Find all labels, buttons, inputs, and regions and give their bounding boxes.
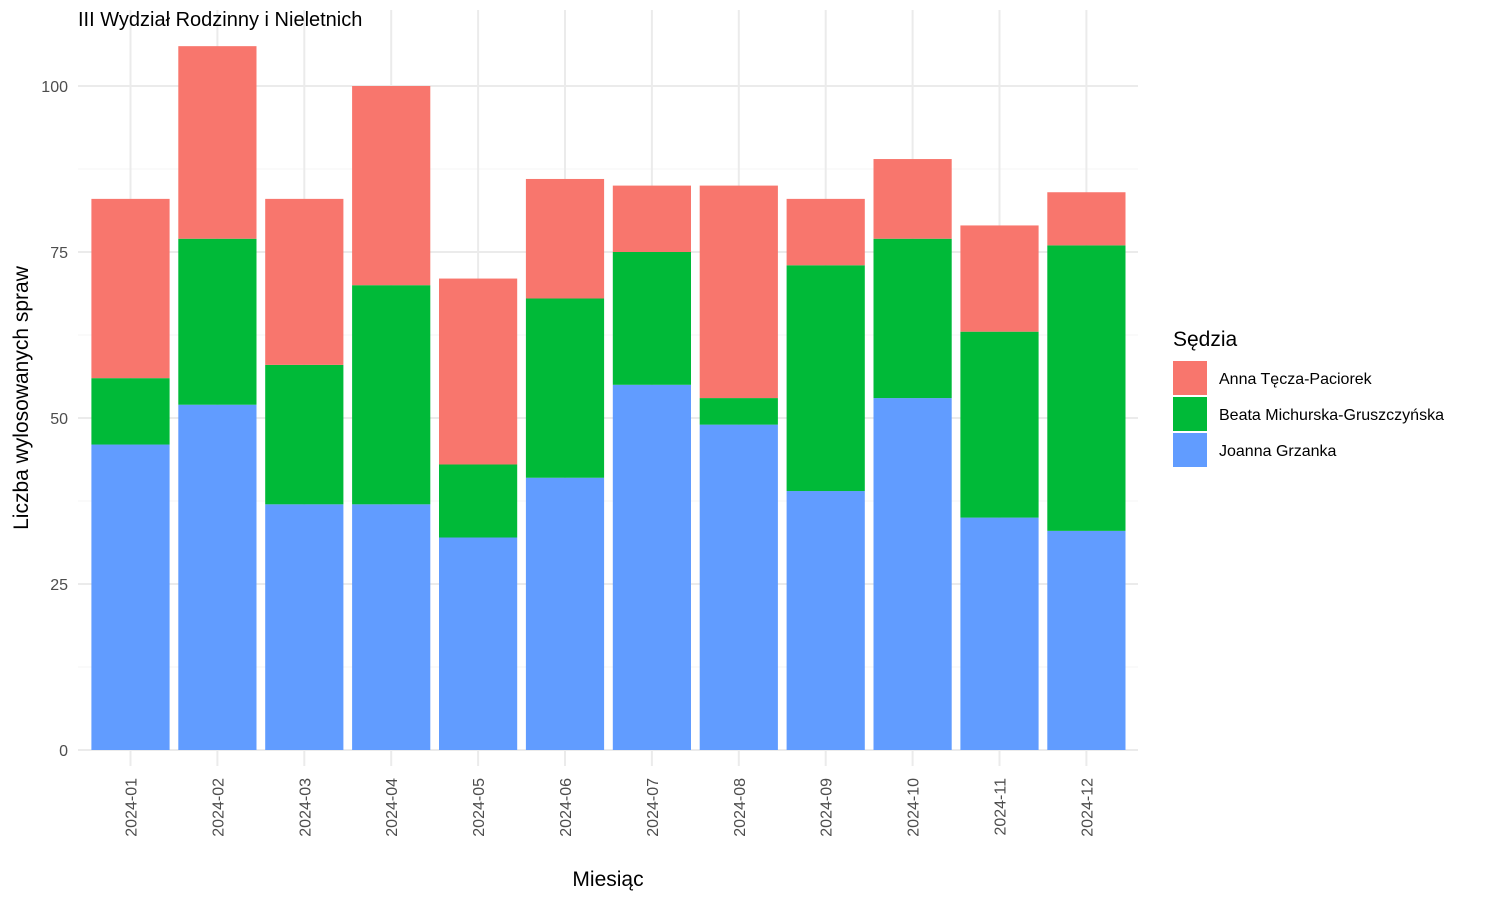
y-tick-label: 75 — [50, 245, 68, 262]
bar-segment — [699, 398, 778, 425]
bar-segment — [612, 384, 691, 750]
x-tick-label: 2024-12 — [1079, 778, 1096, 837]
x-tick-label: 2024-03 — [297, 778, 314, 837]
bar-segment — [439, 537, 518, 750]
legend-key — [1173, 397, 1207, 431]
bar-segment — [265, 198, 344, 365]
bar-segment — [352, 86, 431, 286]
bar-segment — [873, 238, 952, 399]
x-tick-label: 2024-02 — [210, 778, 227, 837]
bar-segment — [265, 504, 344, 750]
bar-segment — [873, 398, 952, 750]
x-tick-label: 2024-01 — [124, 778, 141, 837]
bar-segment — [525, 298, 605, 478]
bar-segment — [178, 46, 257, 239]
bar-segment — [525, 178, 605, 299]
bar-segment — [786, 491, 865, 750]
bar-segment — [699, 424, 778, 750]
bar-segment — [265, 364, 344, 505]
y-tick-label: 100 — [41, 79, 68, 96]
bar-segment — [439, 464, 518, 538]
bar-segment — [352, 285, 431, 505]
x-ticks: 2024-01 2024-02 2024-03 2024-04 2024-05 2024-… — [124, 778, 1097, 837]
bar-segment — [352, 504, 431, 750]
x-tick-label: 2024-10 — [906, 778, 923, 837]
legend-title: Sędzia — [1173, 328, 1238, 351]
legend: Sędzia Anna Tęcza-Paciorek Beata Michursk… — [1173, 328, 1444, 467]
y-axis-title: Liczba wylosowanych spraw — [10, 265, 33, 530]
bar-segment — [699, 185, 778, 399]
bar-segment — [1047, 192, 1126, 246]
bar-segment — [1047, 245, 1126, 531]
y-ticks: 0 25 50 75 100 — [41, 79, 68, 760]
bar-segment — [91, 444, 170, 750]
x-tick-label: 2024-11 — [993, 778, 1010, 836]
bar-segment — [91, 378, 170, 445]
x-tick-label: 2024-04 — [384, 778, 401, 837]
legend-key — [1173, 361, 1207, 395]
bar-segment — [873, 159, 952, 239]
legend-label: Beata Michurska-Gruszczyńska — [1219, 407, 1444, 424]
legend-key — [1173, 433, 1207, 467]
bar-segment — [786, 198, 865, 266]
bar-segment — [786, 265, 865, 492]
bar-segment — [612, 185, 691, 252]
bars — [91, 46, 1126, 750]
bar-segment — [525, 477, 605, 750]
x-tick-label: 2024-09 — [819, 778, 836, 837]
y-tick-label: 25 — [50, 577, 68, 594]
y-tick-label: 0 — [59, 743, 68, 760]
chart-title: III Wydział Rodzinny i Nieletnich — [78, 9, 362, 31]
bar-segment — [439, 278, 518, 465]
x-axis-title: Miesiąc — [572, 868, 643, 891]
x-tick-label: 2024-08 — [732, 778, 749, 837]
bar-segment — [612, 252, 691, 385]
bar-segment — [91, 198, 170, 379]
bar-segment — [178, 238, 257, 405]
bar-segment — [178, 404, 257, 750]
x-tick-label: 2024-06 — [558, 778, 575, 837]
x-tick-label: 2024-05 — [471, 778, 488, 837]
bar-segment — [960, 331, 1039, 518]
bar-segment — [960, 517, 1039, 750]
y-tick-label: 50 — [50, 411, 68, 428]
bar-segment — [1047, 530, 1126, 750]
x-tick-label: 2024-07 — [645, 778, 662, 837]
legend-label: Joanna Grzanka — [1219, 443, 1337, 460]
legend-label: Anna Tęcza-Paciorek — [1219, 371, 1373, 388]
bar-segment — [960, 225, 1039, 332]
